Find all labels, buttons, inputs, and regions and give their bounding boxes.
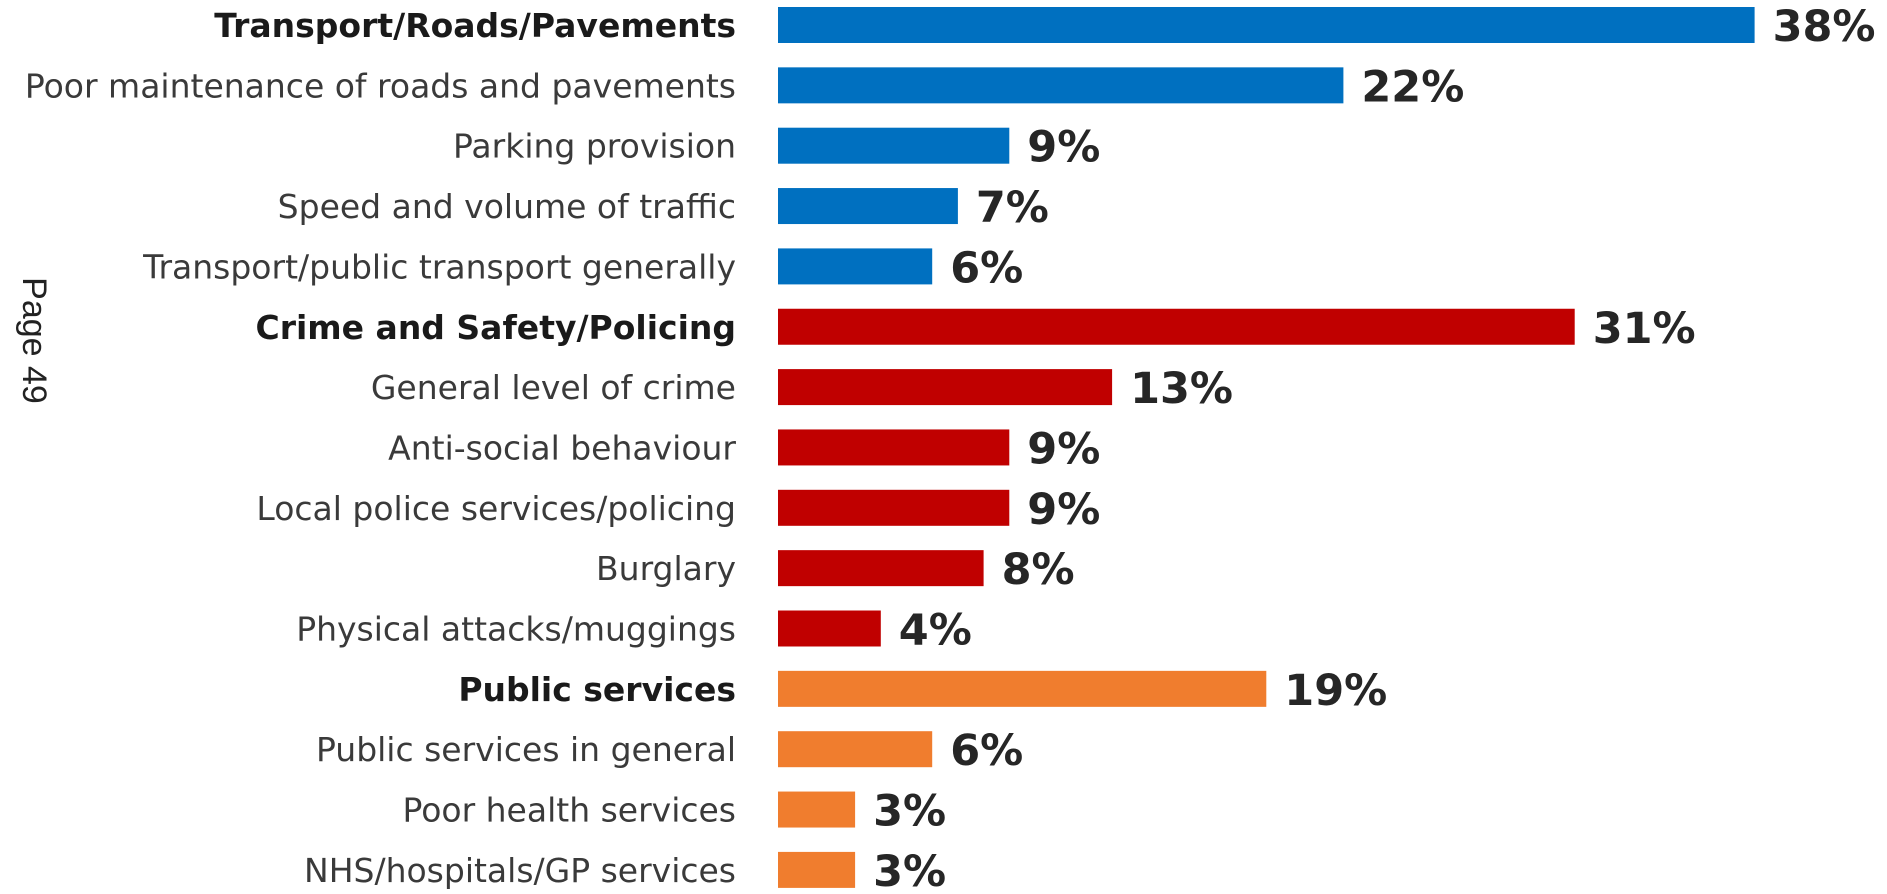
category-label-burglary: Burglary [596,549,736,588]
bar-general-level-of-crime [778,369,1113,406]
value-label-poor-health-services: 3% [873,787,946,837]
category-label-nhs-hospitals-gp-services: NHS/hospitals/GP services [304,851,736,890]
bar-physical-attacks-muggings [778,610,881,647]
value-label-public-services: 19% [1284,666,1387,716]
bar-public-services [778,670,1267,707]
value-label-burglary: 8% [1002,545,1075,595]
category-label-transport-roads-pavements: Transport/Roads/Pavements [214,6,736,45]
category-label-parking-provision: Parking provision [453,127,736,166]
value-label-public-services-in-general: 6% [950,726,1023,776]
value-label-poor-maintenance-of-roads-and-pavements: 22% [1361,62,1464,112]
bar-poor-health-services [778,791,856,828]
category-label-general-level-of-crime: General level of crime [371,368,736,407]
category-label-anti-social-behaviour: Anti-social behaviour [388,428,736,467]
bar-parking-provision [778,127,1010,164]
bar-poor-maintenance-of-roads-and-pavements [778,67,1344,104]
value-label-anti-social-behaviour: 9% [1027,424,1100,474]
value-label-speed-and-volume-of-traffic: 7% [976,183,1049,233]
bar-public-services-in-general [778,731,933,768]
bar-local-police-services-policing [778,489,1010,526]
value-labels: 38%22%9%7%6%31%13%9%9%8%4%19%6%3%3% [873,2,1875,894]
bar-crime-and-safety-policing [778,308,1575,345]
bar-anti-social-behaviour [778,429,1010,466]
value-label-general-level-of-crime: 13% [1130,364,1233,414]
value-label-nhs-hospitals-gp-services: 3% [873,847,946,894]
category-label-transport-public-transport-generally: Transport/public transport generally [142,247,736,286]
value-label-crime-and-safety-policing: 31% [1593,304,1696,354]
value-label-parking-provision: 9% [1027,123,1100,173]
value-label-transport-public-transport-generally: 6% [950,243,1023,293]
category-label-poor-maintenance-of-roads-and-pavements: Poor maintenance of roads and pavements [25,66,736,105]
category-label-local-police-services-policing: Local police services/policing [256,489,736,528]
bar-speed-and-volume-of-traffic [778,188,958,225]
bar-nhs-hospitals-gp-services [778,851,856,888]
value-label-physical-attacks-muggings: 4% [899,606,972,656]
category-label-crime-and-safety-policing: Crime and Safety/Policing [255,308,736,347]
category-label-public-services: Public services [458,670,736,709]
category-label-poor-health-services: Poor health services [402,791,736,830]
bars [778,7,1755,888]
bar-burglary [778,550,984,587]
value-label-transport-roads-pavements: 38% [1773,2,1876,52]
category-label-physical-attacks-muggings: Physical attacks/muggings [296,610,736,649]
bar-transport-public-transport-generally [778,248,933,285]
value-label-local-police-services-policing: 9% [1027,485,1100,535]
bar-transport-roads-pavements [778,7,1755,43]
category-label-speed-and-volume-of-traffic: Speed and volume of traffic [278,187,736,226]
category-labels: Transport/Roads/Pavements Poor maintenanc… [25,6,737,890]
category-label-public-services-in-general: Public services in general [316,730,736,769]
